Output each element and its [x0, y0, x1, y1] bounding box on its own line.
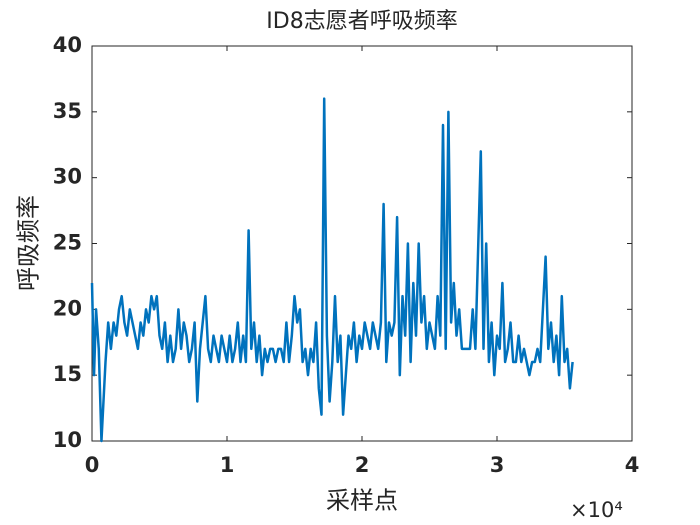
y-axis-label: 呼吸频率: [15, 195, 43, 291]
x-tick-label: 1: [220, 453, 235, 477]
y-tick-label: 20: [53, 296, 82, 320]
chart-title: ID8志愿者呼吸频率: [266, 9, 457, 34]
y-tick-label: 25: [53, 231, 82, 255]
x-tick-label: 2: [355, 453, 370, 477]
y-tick-label: 10: [53, 428, 82, 452]
y-tick-label: 30: [53, 165, 82, 189]
x-tick-label: 3: [490, 453, 505, 477]
y-tick-label: 15: [53, 362, 82, 386]
plot-area: [91, 45, 633, 442]
y-tick-label: 40: [53, 33, 82, 57]
data-line: [90, 97, 574, 443]
x-axis-label: 采样点: [326, 487, 398, 515]
x-tick-label: 4: [625, 453, 640, 477]
x-exponent: ×10⁴: [570, 498, 623, 522]
x-tick-label: 0: [85, 453, 100, 477]
y-tick-label: 35: [53, 99, 82, 123]
